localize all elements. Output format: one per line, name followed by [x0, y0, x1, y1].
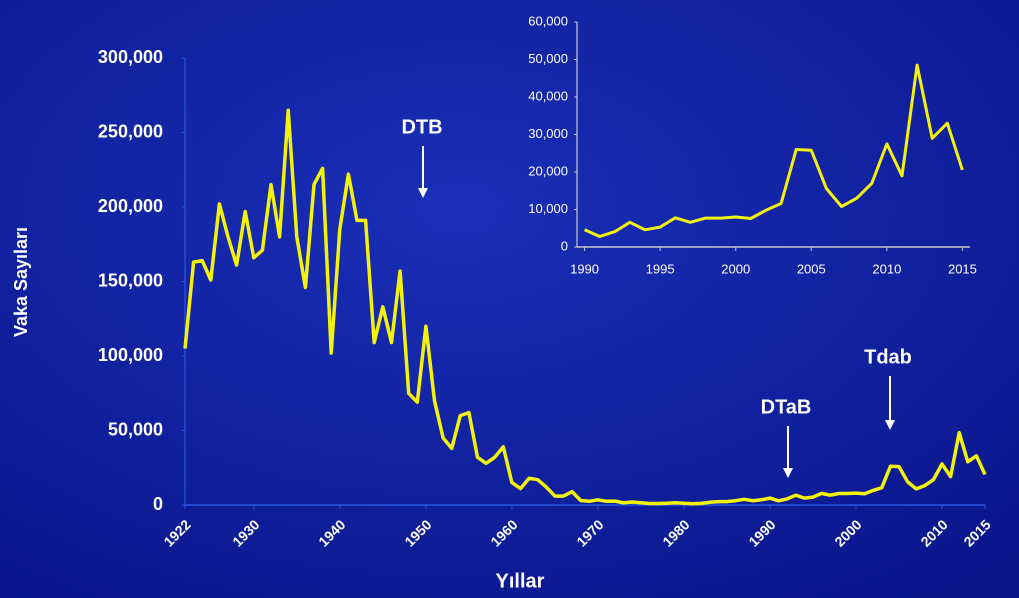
line-series — [183, 108, 987, 506]
y-tick-label: 0 — [561, 238, 568, 253]
annotation-arrow-head — [783, 468, 793, 478]
y-axis-label: Vaka Sayıları — [11, 227, 31, 337]
annotation: Tdab — [864, 346, 912, 368]
y-tick-label: 150,000 — [98, 270, 163, 290]
x-tick-label: 2000 — [721, 261, 750, 276]
annotation: DTB — [401, 116, 442, 138]
y-tick-label: 30,000 — [528, 126, 568, 141]
x-tick-label: 2015 — [948, 261, 977, 276]
y-tick-label: 40,000 — [528, 88, 568, 103]
x-axis-label: Yıllar — [496, 570, 545, 592]
y-tick-label: 100,000 — [98, 345, 163, 365]
annotation: DTaB — [761, 396, 812, 418]
x-tick-label: 2010 — [872, 261, 901, 276]
line-series — [583, 63, 964, 238]
x-tick-label: 1995 — [646, 261, 675, 276]
annotation-arrow-head — [418, 188, 428, 198]
y-tick-label: 50,000 — [528, 51, 568, 66]
y-tick-label: 20,000 — [528, 163, 568, 178]
y-tick-label: 300,000 — [98, 47, 163, 67]
y-tick-label: 60,000 — [528, 13, 568, 28]
x-tick-label: 1990 — [570, 261, 599, 276]
annotation-arrow-head — [885, 420, 895, 430]
y-tick-label: 50,000 — [108, 419, 163, 439]
x-tick-label: 2005 — [797, 261, 826, 276]
y-tick-label: 200,000 — [98, 196, 163, 216]
y-tick-label: 10,000 — [528, 201, 568, 216]
y-tick-label: 0 — [153, 494, 163, 514]
y-tick-label: 250,000 — [98, 121, 163, 141]
